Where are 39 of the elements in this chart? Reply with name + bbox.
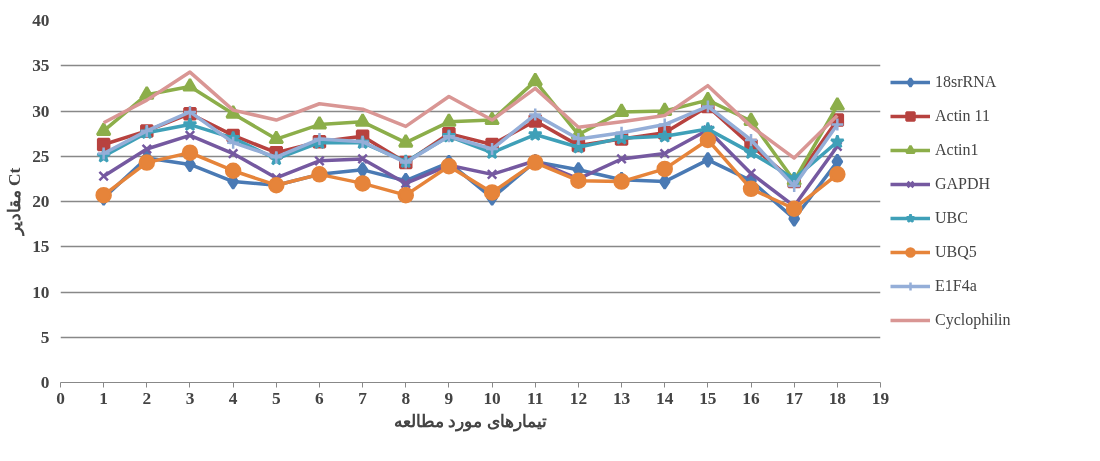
x-tick-label: 1 [99,388,108,408]
y-tick-label: 35 [32,56,50,76]
x-tick-label: 8 [401,388,411,408]
x-tick-label: 15 [699,388,717,408]
x-tick-label: 0 [56,388,65,408]
legend-label: Actin 11 [935,107,990,125]
x-tick-label: 9 [444,388,454,408]
legend-label: UBC [935,209,968,227]
legend-label: Actin1 [935,141,979,159]
x-tick-label: 12 [569,388,588,408]
x-tick-label: 3 [185,388,195,408]
legend-label: Cyclophilin [935,311,1011,329]
y-tick-label: 15 [32,237,50,257]
y-tick-label: 10 [32,282,50,302]
x-tick-label: 17 [785,388,804,408]
x-axis-title: تیمارهای مورد مطالعه [394,411,547,432]
x-tick-label: 13 [612,388,631,408]
x-tick-label: 7 [358,388,368,408]
y-tick-label: 20 [32,192,50,211]
x-tick-label: 16 [742,388,761,408]
x-tick-label: 18 [828,388,847,408]
x-tick-label: 6 [315,388,325,408]
y-tick-label: 0 [40,373,50,392]
y-tick-label: 30 [32,101,50,121]
y-axis-title: مقادیر Ct [5,167,26,238]
legend-label: UBQ5 [935,243,977,261]
x-tick-label: 4 [228,388,238,408]
x-tick-label: 14 [656,388,674,408]
x-tick-label: 10 [483,388,501,408]
legend-label: E1F4a [935,277,977,295]
legend-label: 18srRNA [935,73,997,91]
x-tick-label: 2 [142,388,152,408]
x-tick-label: 5 [271,388,281,408]
legend-label: GAPDH [935,175,991,193]
y-tick-label: 25 [32,146,50,166]
y-tick-label: 40 [32,11,50,30]
x-tick-label: 11 [527,388,544,408]
y-tick-label: 5 [40,327,50,347]
x-tick-label: 19 [871,388,890,408]
